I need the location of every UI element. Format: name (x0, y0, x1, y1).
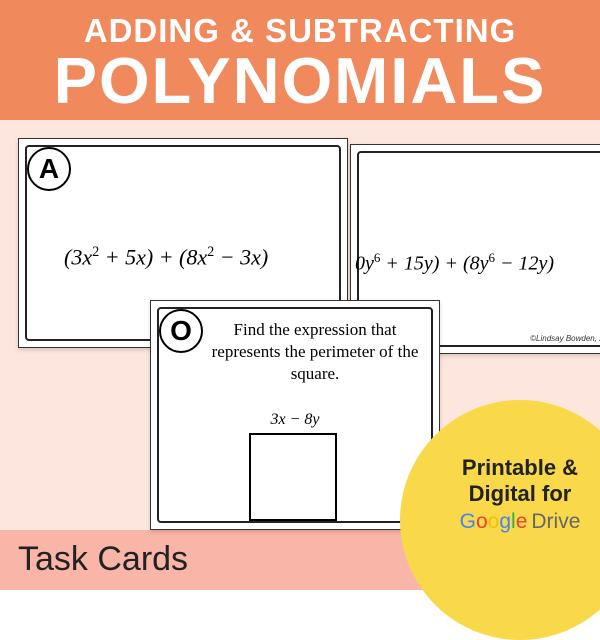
square-dimension: 3x − 8y (151, 411, 439, 429)
footer-label: Task Cards (18, 540, 188, 579)
prompt-o: Find the expression that represents the … (211, 319, 419, 385)
card-letter-o: O (159, 309, 203, 353)
expression-b: 0y6 + 15y) + (8y6 − 12y) (355, 250, 554, 276)
title-header: ADDING & SUBTRACTING POLYNOMIALS (0, 0, 600, 120)
task-card-o: O Find the expression that represents th… (150, 300, 440, 530)
drive-text: Drive (531, 510, 580, 533)
google-drive-logo: GoogleDrive (460, 510, 581, 534)
copyright-text: ©Lindsay Bowden, 2024 (530, 334, 600, 343)
expression-a: (3x2 + 5x) + (8x2 − 3x) (64, 244, 268, 270)
badge-line1: Printable & (462, 455, 578, 481)
title-line2: POLYNOMIALS (0, 50, 600, 112)
square-shape (249, 433, 337, 521)
google-wordmark: Google (460, 510, 528, 533)
product-preview: ADDING & SUBTRACTING POLYNOMIALS 0y6 + 1… (0, 0, 600, 600)
card-letter-a: A (27, 147, 71, 191)
badge-line2: Digital for (469, 481, 572, 507)
